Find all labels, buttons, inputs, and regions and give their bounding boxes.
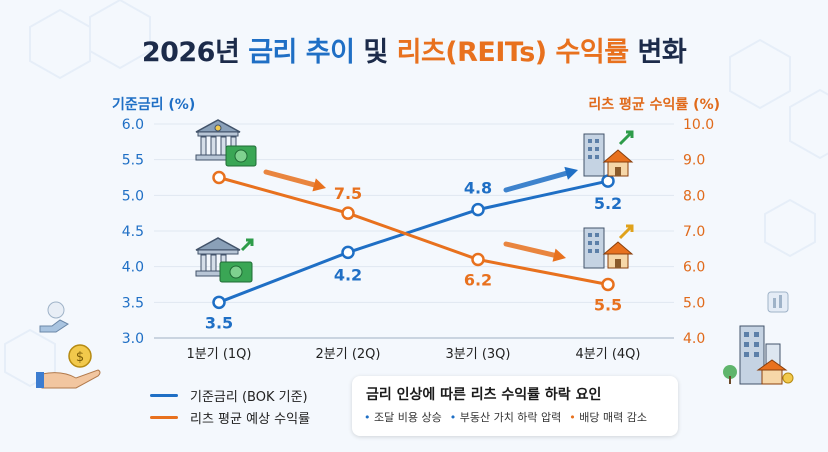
y-right-tick-label: 4.0 bbox=[683, 331, 705, 347]
left-axis-title: 기준금리 (%) bbox=[112, 97, 196, 113]
y-left-tick-label: 3.0 bbox=[122, 331, 144, 347]
factor-item: • 조달 비용 상승 bbox=[364, 411, 442, 424]
bank-money-icon bbox=[195, 119, 257, 167]
y-right-tick-label: 9.0 bbox=[683, 153, 705, 169]
factor-title: 금리 인상에 따른 리츠 수익률 하락 요인 bbox=[366, 387, 602, 403]
y-right-tick-label: 8.0 bbox=[683, 188, 705, 204]
trend-arrow-down bbox=[503, 241, 566, 262]
data-point bbox=[471, 252, 485, 267]
data-label: 6.2 bbox=[464, 271, 492, 290]
legend-item-reit: 리츠 평균 예상 수익률 bbox=[150, 406, 310, 428]
x-tick-label: 3분기 (3Q) bbox=[446, 347, 511, 362]
x-tick-label: 4분기 (4Q) bbox=[576, 347, 641, 362]
factor-item: • 부동산 가치 하락 압력 bbox=[449, 411, 562, 424]
svg-text:$: $ bbox=[76, 350, 84, 365]
building-house-growth-icon bbox=[583, 224, 634, 269]
data-point bbox=[212, 170, 226, 185]
legend-swatch-reit bbox=[150, 415, 178, 419]
y-left-tick-label: 6.0 bbox=[122, 117, 144, 133]
data-label: 3.5 bbox=[205, 313, 233, 332]
data-point bbox=[212, 295, 226, 310]
y-left-tick-label: 4.0 bbox=[122, 260, 144, 276]
data-point bbox=[471, 202, 485, 217]
y-left-tick-label: 5.0 bbox=[122, 188, 144, 204]
y-left-tick-label: 4.5 bbox=[122, 224, 144, 240]
legend-label-rate: 기준금리 (BOK 기준) bbox=[190, 389, 308, 405]
small-building-icon bbox=[767, 291, 789, 313]
chart-title: 2026년 금리 추이 및 리츠(REITs) 수익률 변화 bbox=[0, 30, 828, 69]
factor-item: • 배당 매력 감소 bbox=[569, 411, 648, 424]
legend-swatch-rate bbox=[150, 393, 178, 397]
y-left-tick-label: 5.5 bbox=[122, 153, 144, 169]
x-tick-label: 2분기 (2Q) bbox=[316, 347, 381, 362]
y-right-tick-label: 6.0 bbox=[683, 260, 705, 276]
building-house-growth-icon bbox=[583, 130, 634, 177]
series-line-reit bbox=[218, 176, 609, 286]
title-change: 변화 bbox=[628, 37, 687, 68]
factor-box: 금리 인상에 따른 리츠 수익률 하락 요인 • 조달 비용 상승 • 부동산 … bbox=[352, 376, 678, 436]
data-label: 4.2 bbox=[334, 265, 362, 284]
hand-coin-icon: $ bbox=[36, 301, 101, 389]
data-label: 5.5 bbox=[594, 296, 622, 315]
factor-list: • 조달 비용 상승 • 부동산 가치 하락 압력 • 배당 매력 감소 bbox=[364, 409, 647, 425]
legend-item-rate: 기준금리 (BOK 기준) bbox=[150, 384, 310, 406]
title-reits: 리츠(REITs) 수익률 bbox=[396, 37, 629, 68]
data-point bbox=[341, 245, 355, 260]
y-right-tick-label: 10.0 bbox=[683, 117, 714, 133]
title-and: 및 bbox=[354, 37, 397, 68]
x-tick-label: 1분기 (1Q) bbox=[187, 347, 252, 362]
data-label: 5.2 bbox=[594, 194, 622, 213]
right-axis-title: 리츠 평균 수익률 (%) bbox=[588, 97, 720, 113]
data-label: 4.8 bbox=[464, 179, 492, 198]
legend-label-reit: 리츠 평균 예상 수익률 bbox=[190, 411, 311, 427]
title-year: 2026년 bbox=[141, 37, 249, 68]
data-label: 7.5 bbox=[334, 184, 362, 203]
series-line-rate bbox=[218, 179, 609, 304]
y-right-tick-label: 5.0 bbox=[683, 295, 705, 311]
bank-cash-growth-icon bbox=[195, 237, 254, 283]
city-buildings-icon bbox=[723, 325, 794, 385]
data-point bbox=[341, 206, 355, 220]
title-rate: 금리 추이 bbox=[248, 37, 355, 68]
y-left-tick-label: 3.5 bbox=[122, 295, 144, 311]
y-right-tick-label: 7.0 bbox=[683, 224, 705, 240]
data-point bbox=[601, 277, 615, 292]
legend: 기준금리 (BOK 기준) 리츠 평균 예상 수익률 bbox=[150, 384, 310, 428]
trend-arrow-down bbox=[263, 169, 326, 192]
trend-arrow-up bbox=[503, 166, 578, 193]
